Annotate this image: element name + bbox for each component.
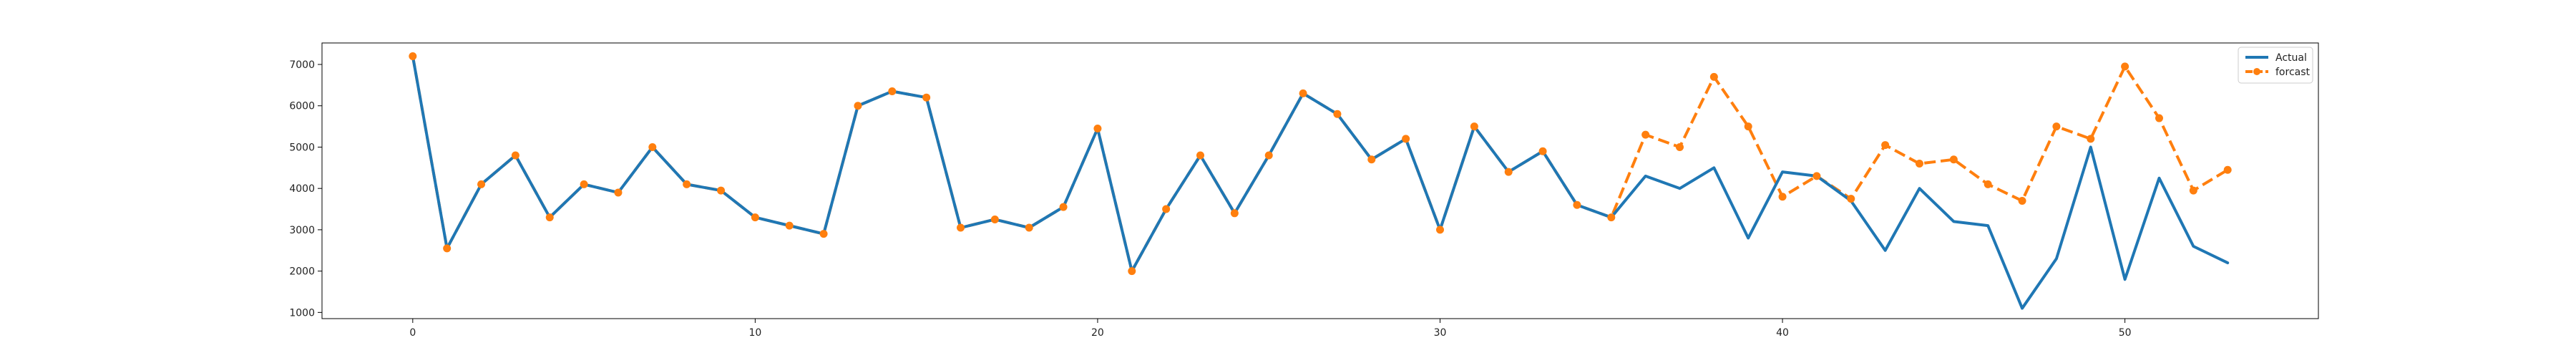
forcast-point [819,230,828,238]
forcast-point [1709,72,1718,81]
forcast-point [1675,142,1684,151]
forcast-point [1230,209,1239,218]
forcast-point [2087,135,2095,143]
forcast-point [1435,226,1444,234]
forcast-point [1607,213,1616,222]
y-tick-label: 7000 [289,59,315,71]
forcast-point [648,142,657,151]
forcast-point [1196,151,1205,160]
forcast-point [785,221,794,230]
forcast-point [854,102,862,110]
forcast-point [2121,62,2129,71]
forcast-point [1402,135,1410,143]
x-tick-label: 40 [1776,327,1789,339]
forcast-point [1025,223,1033,232]
forcast-point [2052,122,2061,131]
forcast-point [1367,155,1376,164]
forcast-point [545,213,554,222]
forcast-point [1538,147,1547,155]
forcast-point [1093,124,1102,132]
forcast-point [922,93,931,102]
legend: Actual forcast [2238,47,2313,84]
forcast-point [1847,195,1855,203]
axes-layer: 0 10 20 30 40 50 1000 2000 3000 4000 5000 6000 7000 [289,59,2131,339]
x-tick-label: 50 [2119,327,2132,339]
forcast-point [1744,122,1752,131]
y-tick-label: 1000 [289,307,315,319]
forcast-point [1333,110,1342,118]
forcast-point [1984,180,1992,188]
y-tick-label: 6000 [289,101,315,112]
series-layer [409,52,2232,310]
forcast-point [683,180,691,188]
forcast-point [990,215,999,223]
forcast-point [1813,172,1821,180]
series-line-actual [411,54,2230,310]
forcast-point [751,213,759,222]
forcast-point [1059,203,1068,211]
forcast-point [1641,130,1650,139]
legend-label-actual: Actual [2275,52,2307,64]
forcast-point [511,151,519,160]
legend-marker [2253,68,2260,75]
forcast-point [2189,186,2197,195]
x-tick-label: 30 [1434,327,1447,339]
forcast-point [1573,200,1581,209]
forcast-point [2223,165,2232,174]
forcast-point [477,180,486,188]
forcast-point [1949,155,1958,164]
forcast-point [443,244,452,253]
forcast-point [1881,141,1890,150]
forcast-point [1299,89,1307,97]
plot-frame [321,42,2319,319]
forcast-point [1264,151,1273,160]
forcast-point [2018,196,2026,205]
forcast-point [1778,193,1787,201]
forcast-point [614,188,623,197]
x-tick-label: 0 [409,327,416,339]
forcast-point [1128,267,1136,276]
y-tick-label: 5000 [289,142,315,153]
forcast-point [1504,168,1513,176]
forcast-point [1915,160,1923,168]
forcast-point [957,223,965,232]
forcast-point [580,180,588,188]
y-tick-label: 4000 [289,183,315,195]
x-tick-label: 20 [1091,327,1104,339]
forcast-point [2155,114,2163,122]
legend-label-forcast: forcast [2275,67,2311,78]
forcast-point [717,186,726,195]
forcast-point [1162,205,1171,213]
y-tick-label: 2000 [289,266,315,278]
plot-area [322,43,2318,319]
forcast-point [1470,122,1478,131]
forcast-point [409,52,417,60]
forcast-point [888,87,897,96]
x-tick-label: 10 [748,327,761,339]
y-tick-label: 3000 [289,225,315,236]
